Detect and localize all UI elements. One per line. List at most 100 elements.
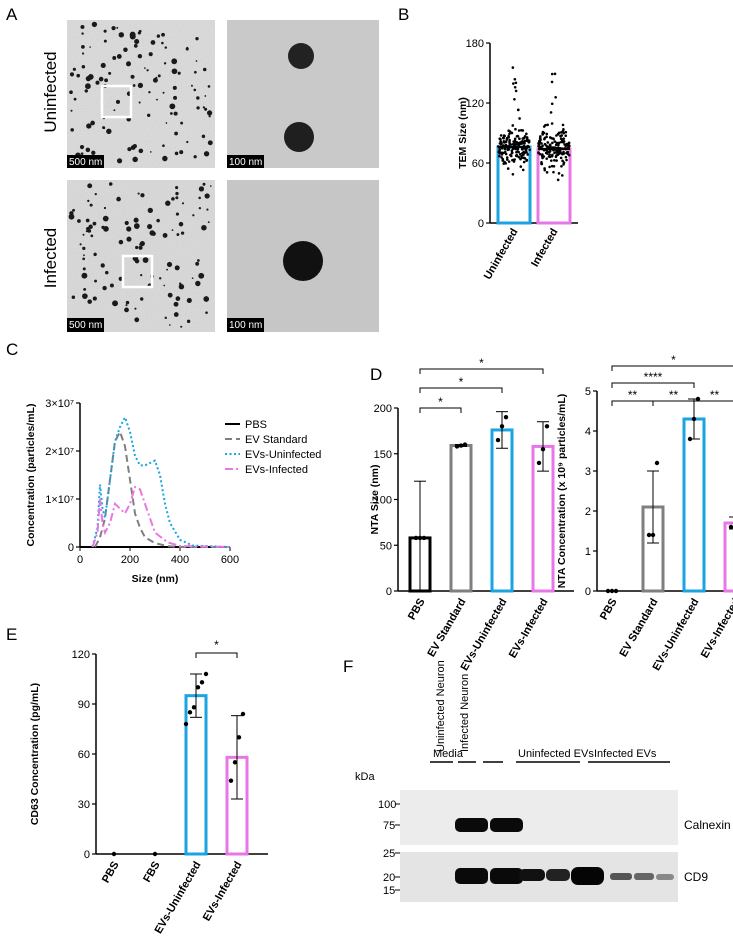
chart-d1-category: EVs-Infected — [507, 597, 551, 661]
vesicle-speck — [70, 128, 74, 132]
vesicle-speck — [108, 182, 113, 186]
chart-d1-point — [499, 424, 505, 429]
chart-b-point — [561, 174, 564, 177]
vesicle-speck — [84, 89, 88, 93]
vesicle-speck — [80, 24, 85, 29]
vesicle-speck — [191, 277, 194, 280]
chart-d2-sig-bracket — [611, 382, 695, 388]
vesicle-speck — [139, 240, 145, 247]
vesicle-speck — [103, 39, 107, 43]
vesicle-speck — [87, 299, 92, 304]
chart-b-point — [562, 150, 565, 154]
vesicle-speck — [201, 134, 206, 139]
vesicle-speck — [172, 85, 177, 90]
chart-b-point — [513, 85, 517, 89]
vesicle-speck — [138, 245, 143, 250]
vesicle-speck — [125, 61, 132, 67]
chart-b-point — [557, 143, 560, 147]
chart-b-point — [511, 66, 515, 69]
vesicle-speck — [171, 229, 174, 231]
chart-c-xlabel: Size (nm) — [132, 573, 179, 585]
chart-d1-point — [540, 446, 546, 452]
chart-b-point — [522, 150, 526, 154]
chart-b-point — [498, 137, 502, 140]
chart-c-x-tick-label: 0 — [77, 554, 83, 566]
chart-b-point — [554, 95, 557, 99]
chart-e-ylabel: CD63 Concentration (pg/mL) — [29, 683, 41, 825]
chart-b-point — [546, 123, 549, 127]
chart-c-ylabel: Concentration (particles/mL) — [25, 404, 37, 547]
chart-b-point — [565, 158, 568, 162]
vesicle-speck — [204, 193, 210, 199]
row-label-uninfected: Uninfected — [41, 51, 60, 132]
vesicle-speck — [111, 26, 116, 31]
chart-d2-category: EVs-Uninfected — [651, 597, 702, 673]
vesicle-speck — [190, 84, 193, 87]
chart-c-legend-label: EVs-Uninfected — [245, 449, 321, 461]
vesicle-speck — [115, 99, 121, 104]
vesicle-speck — [138, 101, 141, 104]
vesicle-speck — [137, 31, 141, 35]
chart-b-point — [528, 148, 531, 152]
chart-e-point — [111, 851, 117, 857]
vesicle-speck — [103, 206, 107, 210]
chart-b-point — [503, 134, 506, 138]
lane-label-4: Infected EVs — [594, 748, 657, 760]
chart-d1-point — [413, 535, 419, 541]
vesicle-speck — [85, 230, 88, 233]
chart-b-point — [559, 156, 563, 160]
vesicle-speck — [125, 304, 128, 307]
chart-b-point — [561, 123, 565, 127]
panel-letter-e: E — [6, 625, 17, 644]
chart-b-point — [552, 170, 555, 174]
vesicle-speck — [203, 151, 210, 157]
chart-b-point — [538, 140, 542, 144]
vesicle-speck — [168, 324, 171, 326]
vesicle-speck — [171, 68, 178, 75]
chart-b-point — [502, 136, 505, 140]
chart-b-point — [525, 158, 529, 162]
vesicle-speck — [85, 83, 91, 90]
vesicle-speck — [169, 103, 176, 110]
vesicle-speck — [94, 279, 98, 283]
chart-d1-point — [503, 414, 509, 420]
chart-b-point — [516, 108, 520, 112]
chart-d1-point — [458, 443, 464, 448]
chart-d1-category: PBS — [406, 597, 428, 623]
scale-bar-500nm-2: 500 nm — [69, 320, 102, 331]
chart-b-point — [507, 129, 510, 133]
vesicle-speck — [140, 193, 145, 198]
chart-b-point — [556, 150, 560, 154]
lane-label-1: Uninfected Neuron — [435, 660, 447, 752]
chart-b-point — [514, 154, 518, 158]
vesicle-zoom-2 — [284, 122, 314, 152]
vesicle-speck — [156, 34, 161, 38]
chart-e-point — [203, 671, 209, 677]
vesicle-speck — [175, 212, 180, 216]
vesicle-speck — [112, 56, 117, 60]
vesicle-speck — [82, 257, 85, 261]
chart-d1-category: EVs-Uninfected — [459, 597, 510, 673]
chart-e-point — [236, 735, 242, 740]
vesicle-speck — [198, 196, 201, 200]
marker-75: 75 — [383, 820, 395, 832]
vesicle-speck — [126, 226, 132, 232]
vesicle-speck — [133, 223, 140, 229]
chart-b-point — [545, 144, 548, 147]
band-calnexin-infected-neuron — [490, 818, 523, 832]
vesicle-speck — [127, 147, 132, 152]
vesicle-speck — [156, 98, 158, 101]
chart-b-point — [511, 124, 515, 127]
chart-b-point — [514, 127, 517, 131]
vesicle-speck — [116, 26, 119, 29]
chart-b-point — [562, 141, 565, 144]
chart-b-point — [547, 145, 551, 149]
vesicle-speck — [196, 106, 200, 110]
vesicle-speck — [69, 72, 75, 77]
chart-b-point — [561, 152, 564, 156]
chart-b-point — [550, 154, 554, 158]
panel-a-micrographs: Uninfected Infected 500 nm 100 nm 500 nm… — [41, 20, 379, 332]
chart-d2-category: PBS — [598, 597, 620, 623]
chart-b-point — [551, 141, 554, 145]
